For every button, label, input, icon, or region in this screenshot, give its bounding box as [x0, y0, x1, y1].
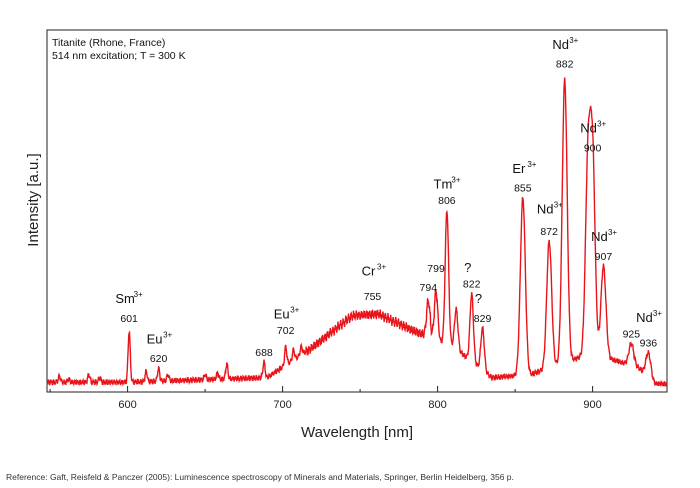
peak-annotation: Nd 3+ 907: [591, 228, 617, 263]
annotation-ion: Nd: [636, 310, 653, 325]
annotation-ion: Tm: [434, 177, 453, 192]
spectrum-line: [46, 77, 668, 388]
annotation-ion: Cr: [362, 263, 376, 278]
annotation-wavelength: 900: [584, 142, 602, 154]
x-tick-label: 800: [428, 399, 446, 411]
annotation-wavelength: 822: [463, 279, 481, 291]
annotation-ion: Er: [512, 161, 526, 176]
peak-annotation: ? 822: [463, 260, 481, 291]
spectrum-chart: 600 700 800 900 Titanite (Rhone, France)514…: [25, 29, 668, 441]
annotation-wavelength: 688: [255, 347, 273, 359]
annotation-charge: 3+: [290, 306, 299, 315]
annotation-charge: 3+: [653, 309, 662, 318]
peak-annotation: Nd 3+ 936: [636, 309, 662, 350]
peak-annotation: 925: [623, 328, 641, 340]
annotation-ion: Nd: [591, 229, 608, 244]
peak-annotation: Er 3+ 855: [512, 160, 536, 195]
x-ticks: 600 700 800 900: [49, 386, 602, 411]
annotation-wavelength: 855: [514, 183, 532, 195]
annotation-charge: 3+: [527, 160, 536, 169]
peak-annotation: 688: [255, 347, 273, 359]
peak-annotation: Cr 3+ 755: [362, 262, 387, 303]
x-axis-title: Wavelength [nm]: [301, 424, 413, 441]
chart-notes: Titanite (Rhone, France)514 nm excitatio…: [52, 37, 186, 62]
annotation-ion: Nd: [537, 201, 554, 216]
peak-annotation: Sm3+ 601: [115, 290, 143, 325]
annotation-ion: Sm: [115, 291, 135, 306]
annotation-wavelength: 925: [623, 328, 641, 340]
annotation-charge: 3+: [163, 331, 172, 340]
annotation-wavelength: 806: [438, 195, 456, 207]
peak-annotation: 799: [427, 263, 445, 275]
annotation-wavelength: 601: [120, 313, 138, 325]
annotation-charge: 3+: [134, 290, 143, 299]
annotation-wavelength: 829: [474, 313, 492, 325]
peak-annotation: Nd 3+ 882: [552, 36, 578, 71]
annotation-ion: ?: [475, 291, 482, 306]
annotation-wavelength: 872: [540, 226, 558, 238]
peak-annotation: Tm 3+ 806: [434, 176, 461, 208]
peak-annotation: ? 829: [474, 291, 492, 325]
chart-note: Titanite (Rhone, France): [52, 37, 165, 49]
chart-note: 514 nm excitation; T = 300 K: [52, 50, 186, 62]
annotation-ion: Eu: [147, 332, 163, 347]
annotation-wavelength: 702: [277, 325, 295, 337]
annotation-charge: 3+: [608, 228, 617, 237]
annotation-ion: Nd: [580, 121, 597, 136]
annotation-ion: ?: [464, 260, 471, 275]
peak-annotation: Eu 3+ 702: [274, 306, 300, 338]
annotation-charge: 3+: [451, 176, 460, 185]
x-tick-label: 700: [273, 399, 291, 411]
peak-annotation: 794: [420, 282, 438, 294]
annotation-wavelength: 799: [427, 263, 445, 275]
reference-note: Reference: Gaft, Reisfeld & Panczer (200…: [6, 472, 514, 482]
annotation-charge: 3+: [377, 262, 386, 271]
annotation-wavelength: 794: [420, 282, 438, 294]
y-axis-title: Intensity [a.u.]: [25, 153, 42, 246]
annotation-charge: 3+: [569, 36, 578, 45]
annotation-charge: 3+: [597, 120, 606, 129]
annotation-ion: Nd: [552, 37, 569, 52]
plot-frame: [46, 29, 668, 393]
annotation-wavelength: 936: [640, 338, 658, 350]
peak-annotation: Eu 3+ 620: [147, 331, 173, 366]
annotation-wavelength: 882: [556, 59, 574, 71]
peak-annotation: Nd 3+ 900: [580, 120, 606, 155]
annotation-wavelength: 620: [150, 353, 168, 365]
annotation-charge: 3+: [554, 200, 563, 209]
x-tick-label: 600: [118, 399, 136, 411]
peak-annotation: Nd 3+ 872: [537, 200, 563, 238]
annotation-wavelength: 755: [364, 291, 382, 303]
annotation-ion: Eu: [274, 307, 290, 322]
annotation-wavelength: 907: [595, 251, 613, 263]
x-tick-label: 900: [583, 399, 601, 411]
